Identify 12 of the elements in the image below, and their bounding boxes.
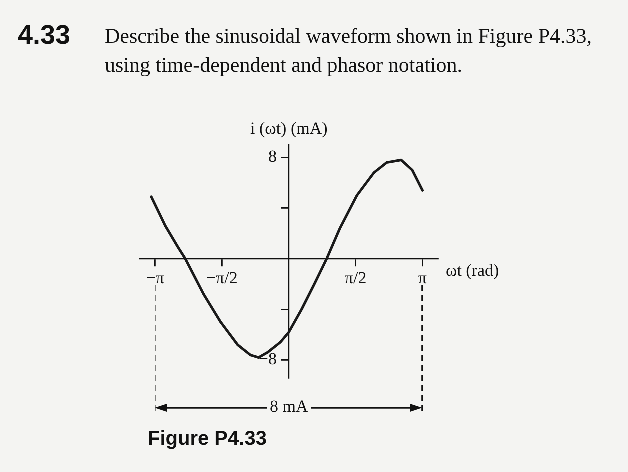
y-axis-title: i (ωt) (mA) xyxy=(250,119,328,139)
x-tick-label: π xyxy=(418,268,428,288)
chart-subtitle: Describe the sinusoidal waveform shown in Figure P4.33, using time-dependent and phasor notation. xyxy=(105,23,594,79)
x-tick-label: −π/2 xyxy=(206,268,238,288)
y-tick-label: 8 xyxy=(268,147,277,166)
caption: Figure P4.33 xyxy=(148,428,267,451)
y-tick-label: −8 xyxy=(258,350,277,369)
x-tick-label: −π xyxy=(146,268,165,288)
chart-title: 4.33 xyxy=(18,20,71,51)
text: 8 mA xyxy=(267,397,312,417)
x-tick-label: π/2 xyxy=(344,268,367,288)
x-axis-title: ωt (rad) xyxy=(446,260,500,281)
